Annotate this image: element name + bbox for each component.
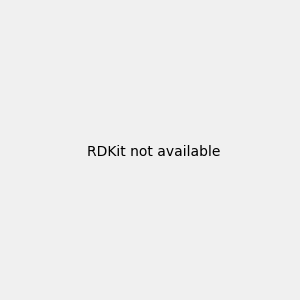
Text: RDKit not available: RDKit not available [87, 145, 220, 158]
